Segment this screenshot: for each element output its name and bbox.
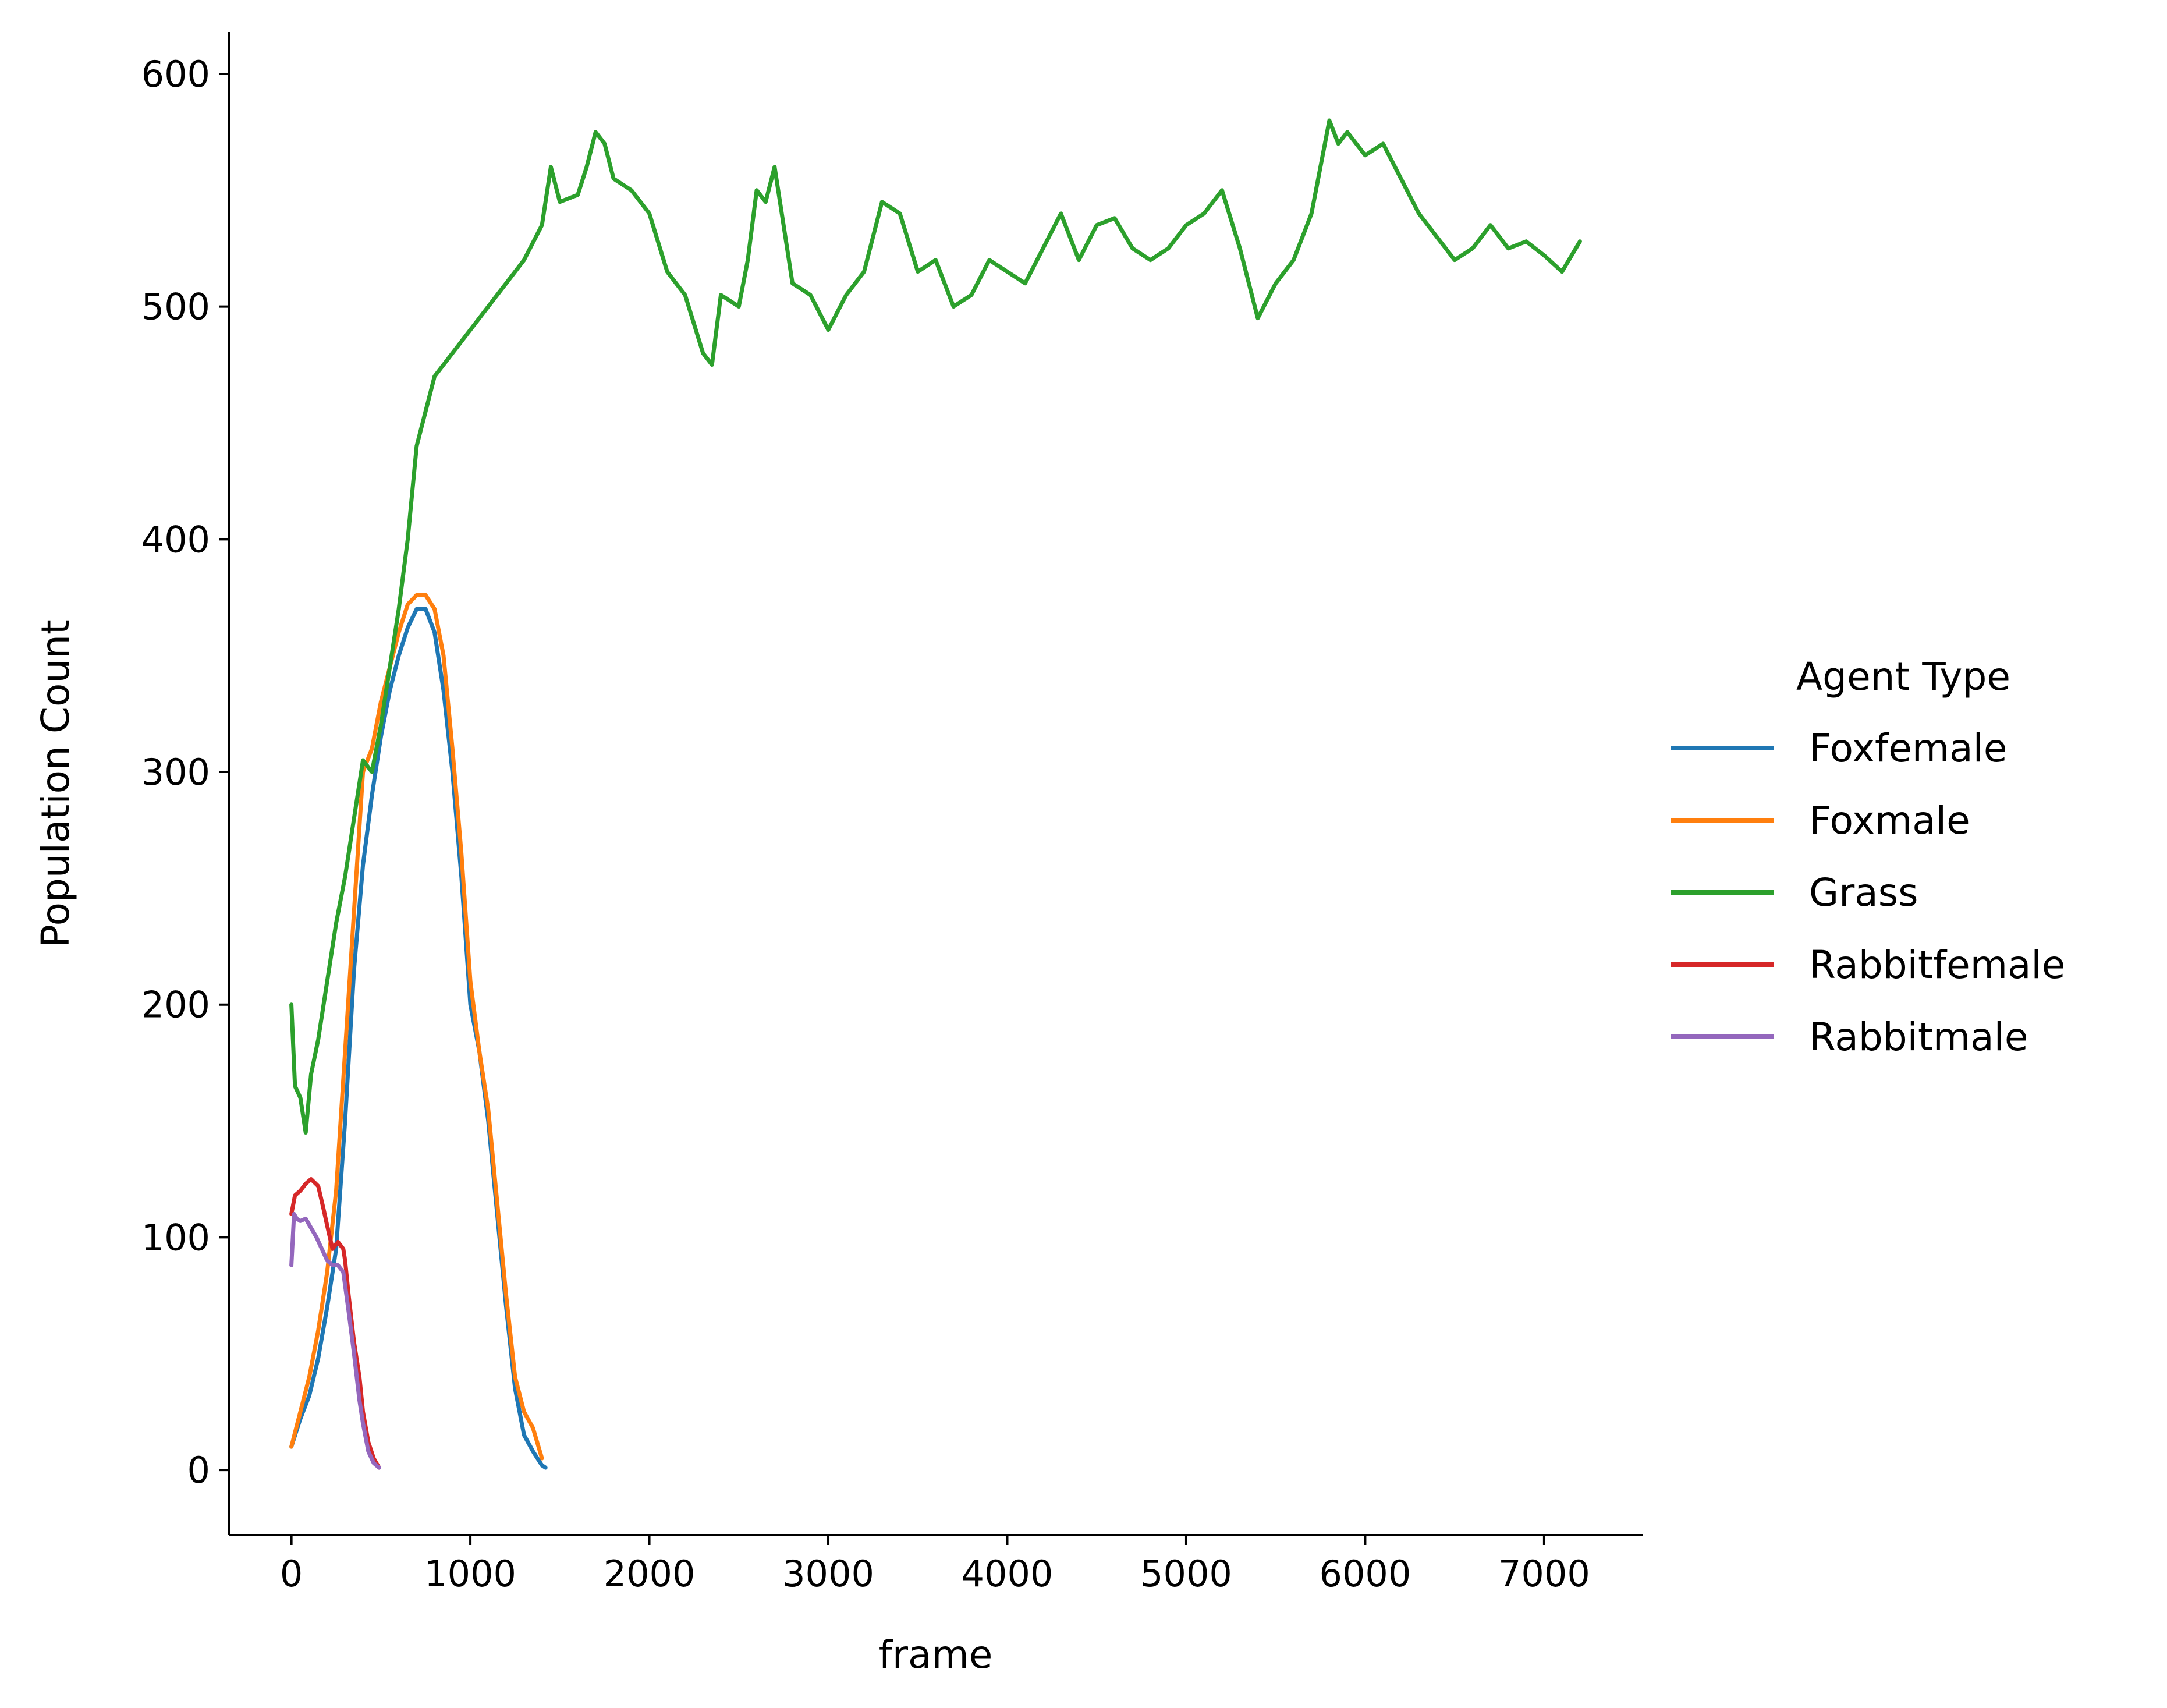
x-tick-label: 6000 [1320, 1553, 1411, 1595]
y-tick-label: 500 [141, 286, 210, 328]
series-layer [289, 118, 1582, 1470]
y-ticks: 0 100 200 300 400 500 600 [141, 53, 229, 1491]
y-tick-label: 0 [187, 1449, 210, 1491]
series-line-foxmale [289, 593, 544, 1461]
series-line-grass [289, 118, 1582, 1135]
legend-label-foxfemale: Foxfemale [1809, 726, 2008, 771]
axes-layer [228, 32, 1643, 1536]
x-tick-label: 7000 [1498, 1553, 1590, 1595]
legend-label-rabbitmale: Rabbitmale [1809, 1015, 2028, 1059]
legend: Agent Type Foxfemale Foxmale Grass Rabbitfe… [1671, 654, 2065, 1059]
y-tick-label: 300 [141, 751, 210, 793]
y-tick-label: 600 [141, 53, 210, 95]
x-tick-label: 0 [280, 1553, 303, 1595]
x-tick-label: 3000 [782, 1553, 874, 1595]
x-ticks: 0 1000 2000 3000 4000 5000 6000 7000 [280, 1535, 1590, 1595]
y-tick-label: 100 [141, 1216, 210, 1259]
x-tick-label: 4000 [962, 1553, 1054, 1595]
y-tick-label: 400 [141, 518, 210, 561]
legend-title: Agent Type [1796, 654, 2010, 699]
x-axis-label: frame [879, 1632, 993, 1677]
series-line-rabbitmale [289, 1211, 381, 1470]
y-tick-label: 200 [141, 984, 210, 1026]
x-tick-label: 1000 [424, 1553, 516, 1595]
legend-label-grass: Grass [1809, 870, 1918, 915]
legend-label-foxmale: Foxmale [1809, 798, 1970, 843]
legend-label-rabbitfemale: Rabbitfemale [1809, 942, 2065, 987]
y-axis-label: Population Count [33, 619, 78, 948]
x-tick-label: 2000 [604, 1553, 696, 1595]
x-tick-label: 5000 [1140, 1553, 1232, 1595]
